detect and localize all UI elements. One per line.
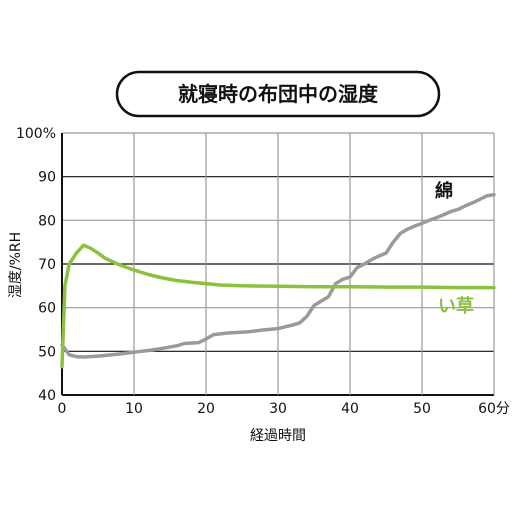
y-axis-title: 湿度/%RH (8, 232, 24, 298)
x-tick-label: 20 (197, 401, 215, 417)
x-tick-label: 50 (413, 401, 431, 417)
x-tick-label: 10 (125, 401, 143, 417)
y-tick-label: 70 (38, 257, 56, 273)
y-tick-label: 90 (38, 170, 56, 186)
series-label-cotton: 綿 (435, 180, 453, 202)
chart-title: 就寝時の布団中の湿度 (178, 82, 379, 106)
title-box (115, 70, 441, 118)
series-label-igusa: い草 (438, 295, 474, 317)
x-tick-label: 30 (269, 401, 287, 417)
y-tick-label: 60 (38, 301, 56, 317)
x-tick-label: 0 (58, 401, 67, 417)
series (60, 192, 496, 369)
grid (61, 132, 495, 396)
x-axis-title: 経過時間 (250, 428, 306, 444)
y-tick-label: 100% (16, 126, 56, 142)
y-tick-label: 40 (38, 388, 56, 404)
x-tick-label: 60分 (478, 401, 510, 417)
series-line-1 (60, 243, 496, 369)
tick-labels: 40 50 60 70 80 90 100% 0 10 20 30 40 50 60分 (16, 126, 510, 417)
y-tick-label: 80 (38, 213, 56, 229)
y-tick-label: 50 (38, 344, 56, 360)
x-tick-label: 40 (341, 401, 359, 417)
series-line-0 (60, 192, 496, 359)
